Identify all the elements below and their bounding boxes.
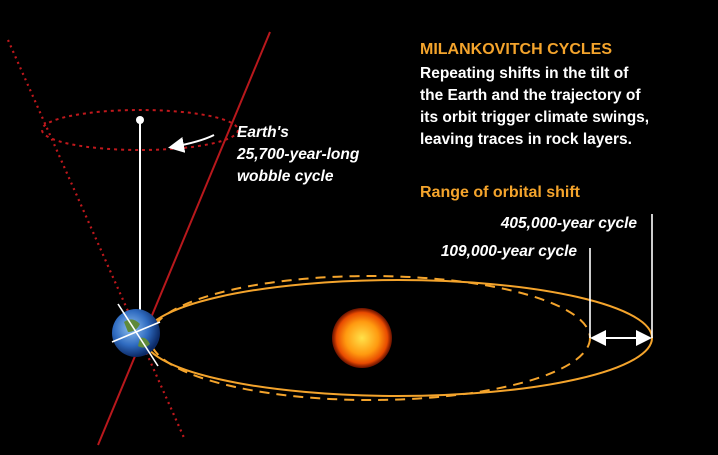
description-line: leaving traces in rock layers.: [420, 131, 632, 148]
title: MILANKOVITCH CYCLES: [420, 41, 612, 58]
description-line: its orbit trigger climate swings,: [420, 109, 649, 126]
cycle-label: 109,000-year cycle: [441, 243, 578, 260]
cycle-label: 405,000-year cycle: [500, 215, 638, 232]
sun: [332, 308, 392, 368]
wobble-label: Earth's: [237, 124, 289, 141]
wobble-label: wobble cycle: [237, 168, 334, 185]
range-label: Range of orbital shift: [420, 184, 581, 201]
diagram: MILANKOVITCH CYCLES Repeating shifts in …: [0, 0, 718, 455]
description-line: the Earth and the trajectory of: [420, 87, 641, 104]
axis-tip: [136, 116, 144, 124]
description-line: Repeating shifts in the tilt of: [420, 65, 629, 82]
page: {"title": "MILANKOVITCH CYCLES", "descri…: [0, 0, 718, 455]
wobble-label: 25,700-year-long: [236, 146, 360, 163]
